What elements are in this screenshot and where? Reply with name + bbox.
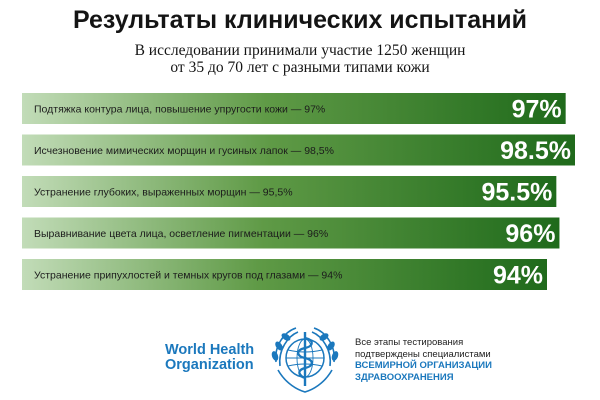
page-subtitle: В исследовании принимали участие 1250 же… xyxy=(0,42,600,76)
note-line: подтверждены специалистами xyxy=(355,348,491,360)
who-logo-text: World Health Organization xyxy=(165,343,254,373)
bar-value-label: 98.5% xyxy=(500,137,571,165)
who-logo-line: Organization xyxy=(165,357,254,373)
bar-value-label: 94% xyxy=(493,262,543,290)
who-approval-note: Все этапы тестирования подтверждены спец… xyxy=(355,337,492,383)
result-bar xyxy=(22,217,560,249)
bar-category-label: Выравнивание цвета лица, осветление пигм… xyxy=(34,228,328,240)
note-line: Все этапы тестирования xyxy=(355,337,464,348)
bar-value-label: 97% xyxy=(512,96,562,124)
result-bar xyxy=(22,93,566,124)
subtitle-line: от 35 до 70 лет с разными типами кожи xyxy=(170,59,430,76)
subtitle-line: В исследовании принимали участие 1250 же… xyxy=(134,42,466,59)
bar-category-label: Исчезновение мимических морщин и гусиных… xyxy=(34,145,334,157)
bar-category-label: Устранение глубоких, выраженных морщин —… xyxy=(34,187,293,199)
bar-value-label: 96% xyxy=(505,220,555,248)
bar-value-label: 95.5% xyxy=(481,179,552,207)
result-bar xyxy=(22,259,547,290)
results-bar-chart: Подтяжка контура лица, повышение упругос… xyxy=(22,93,575,290)
note-line-strong: ВСЕМИРНОЙ ОРГАНИЗАЦИИ xyxy=(355,360,492,371)
page-title: Результаты клинических испытаний xyxy=(72,6,528,34)
note-line-strong: ЗДРАВООХРАНЕНИЯ xyxy=(355,371,454,383)
result-bar xyxy=(22,176,557,207)
bar-category-label: Подтяжка контура лица, повышение упругос… xyxy=(34,104,325,116)
who-logo-line: World Health xyxy=(165,342,255,358)
result-bar xyxy=(22,134,575,166)
who-emblem-icon xyxy=(271,327,339,393)
bar-category-label: Устранение припухлостей и темных кругов … xyxy=(34,270,342,282)
